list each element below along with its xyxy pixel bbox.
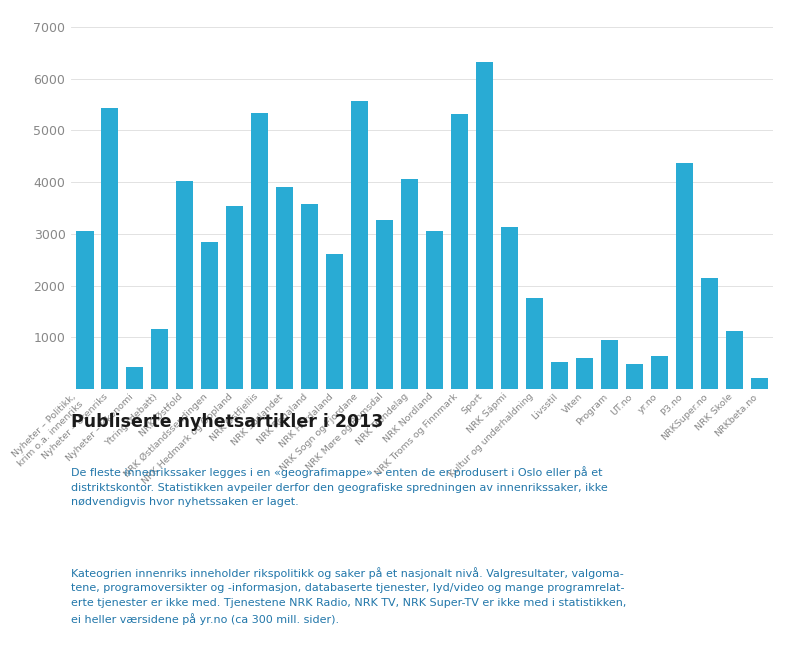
Bar bbox=[401, 178, 418, 389]
Bar bbox=[600, 340, 619, 389]
Bar bbox=[551, 362, 568, 389]
Bar bbox=[525, 297, 544, 389]
Bar bbox=[101, 108, 118, 389]
Bar bbox=[750, 378, 768, 389]
Bar bbox=[701, 278, 718, 389]
Bar bbox=[351, 101, 368, 389]
Bar bbox=[726, 331, 743, 389]
Bar bbox=[301, 204, 319, 389]
Bar bbox=[626, 364, 643, 389]
Bar bbox=[226, 206, 244, 389]
Text: De fleste innenrikssaker legges i en «geografimappe» – enten de er produsert i O: De fleste innenrikssaker legges i en «ge… bbox=[71, 466, 608, 507]
Bar bbox=[326, 254, 343, 389]
Bar bbox=[126, 367, 144, 389]
Bar bbox=[651, 356, 668, 389]
Bar bbox=[276, 187, 294, 389]
Bar bbox=[151, 329, 169, 389]
Bar bbox=[451, 114, 469, 389]
Text: Kateogrien innenriks inneholder rikspolitikk og saker på et nasjonalt nivå. Valg: Kateogrien innenriks inneholder rikspoli… bbox=[71, 567, 626, 625]
Bar bbox=[176, 181, 193, 389]
Bar bbox=[376, 221, 394, 389]
Text: Publiserte nyhetsartikler i 2013: Publiserte nyhetsartikler i 2013 bbox=[71, 413, 383, 431]
Bar bbox=[476, 62, 493, 389]
Bar bbox=[675, 164, 694, 389]
Bar bbox=[201, 242, 219, 389]
Bar bbox=[426, 231, 443, 389]
Bar bbox=[576, 358, 593, 389]
Bar bbox=[501, 227, 518, 389]
Bar bbox=[251, 113, 268, 389]
Bar bbox=[76, 231, 94, 389]
